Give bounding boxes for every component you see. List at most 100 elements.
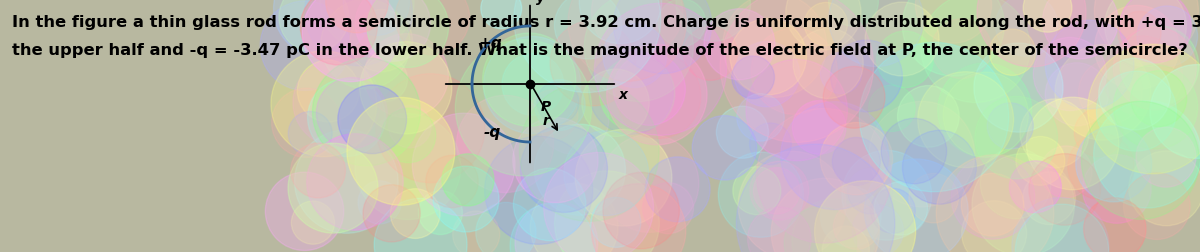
Circle shape <box>293 59 380 147</box>
Circle shape <box>602 24 667 88</box>
Circle shape <box>550 21 636 106</box>
Circle shape <box>1079 61 1142 124</box>
Circle shape <box>748 207 811 252</box>
Circle shape <box>534 80 586 131</box>
Circle shape <box>961 174 1024 236</box>
Circle shape <box>829 0 878 27</box>
Circle shape <box>584 0 694 102</box>
Circle shape <box>1114 28 1196 110</box>
Circle shape <box>325 0 389 34</box>
Circle shape <box>515 202 598 252</box>
Circle shape <box>830 41 902 112</box>
Circle shape <box>781 102 889 210</box>
Circle shape <box>1012 198 1109 252</box>
Circle shape <box>821 123 893 195</box>
Circle shape <box>869 86 916 132</box>
Circle shape <box>521 126 607 212</box>
Circle shape <box>750 162 809 220</box>
Circle shape <box>784 207 857 252</box>
Circle shape <box>536 82 578 124</box>
Circle shape <box>343 0 409 36</box>
Circle shape <box>972 154 1074 252</box>
Circle shape <box>376 74 485 183</box>
Circle shape <box>1068 134 1134 200</box>
Circle shape <box>976 97 1057 179</box>
Circle shape <box>514 169 586 241</box>
Circle shape <box>980 148 1051 219</box>
Circle shape <box>859 43 1009 192</box>
Circle shape <box>589 51 673 135</box>
Circle shape <box>617 55 701 139</box>
Circle shape <box>302 0 400 82</box>
Circle shape <box>365 35 449 118</box>
Circle shape <box>1016 137 1064 185</box>
Circle shape <box>1120 0 1192 64</box>
Circle shape <box>823 67 886 129</box>
Circle shape <box>842 151 931 240</box>
Circle shape <box>1087 45 1200 174</box>
Circle shape <box>1118 12 1162 55</box>
Circle shape <box>750 123 791 165</box>
Circle shape <box>786 0 862 51</box>
Circle shape <box>733 167 781 215</box>
Circle shape <box>390 189 440 238</box>
Circle shape <box>676 0 750 42</box>
Circle shape <box>568 0 686 82</box>
Circle shape <box>582 70 649 137</box>
Circle shape <box>974 44 1063 133</box>
Circle shape <box>374 199 467 252</box>
Circle shape <box>1045 64 1109 127</box>
Circle shape <box>815 181 916 252</box>
Circle shape <box>916 0 991 44</box>
Circle shape <box>1009 161 1061 213</box>
Circle shape <box>300 0 377 66</box>
Circle shape <box>1114 66 1198 149</box>
Circle shape <box>1084 198 1146 252</box>
Circle shape <box>530 184 618 252</box>
Circle shape <box>1120 27 1199 105</box>
Circle shape <box>918 72 1014 168</box>
Circle shape <box>1040 146 1092 198</box>
Circle shape <box>1045 21 1134 110</box>
Circle shape <box>1136 7 1198 67</box>
Circle shape <box>996 0 1058 57</box>
Circle shape <box>358 181 401 224</box>
Circle shape <box>937 64 1032 157</box>
Circle shape <box>804 4 847 46</box>
Circle shape <box>1024 0 1072 33</box>
Circle shape <box>278 0 349 53</box>
Circle shape <box>722 0 827 98</box>
Circle shape <box>271 89 341 158</box>
Circle shape <box>716 107 768 159</box>
Circle shape <box>833 138 881 186</box>
Circle shape <box>317 78 388 149</box>
Circle shape <box>575 130 672 226</box>
Circle shape <box>265 172 343 250</box>
Circle shape <box>290 144 346 198</box>
Circle shape <box>307 134 403 230</box>
Text: r: r <box>542 113 550 128</box>
Circle shape <box>534 125 625 215</box>
Circle shape <box>514 0 661 93</box>
Circle shape <box>943 73 1028 158</box>
Circle shape <box>870 188 916 233</box>
Circle shape <box>455 41 592 176</box>
Circle shape <box>305 0 413 67</box>
Circle shape <box>260 2 349 91</box>
Circle shape <box>1075 127 1152 202</box>
Circle shape <box>512 118 598 203</box>
Circle shape <box>704 10 775 80</box>
Circle shape <box>751 29 838 115</box>
Circle shape <box>613 54 685 126</box>
Circle shape <box>1081 102 1200 219</box>
Circle shape <box>1094 0 1199 64</box>
Circle shape <box>320 0 410 89</box>
Circle shape <box>312 59 420 166</box>
Circle shape <box>869 102 974 207</box>
Circle shape <box>1123 173 1190 239</box>
Circle shape <box>920 0 1031 103</box>
Circle shape <box>898 86 959 148</box>
Circle shape <box>426 156 479 208</box>
Circle shape <box>821 187 881 247</box>
Circle shape <box>347 98 455 205</box>
